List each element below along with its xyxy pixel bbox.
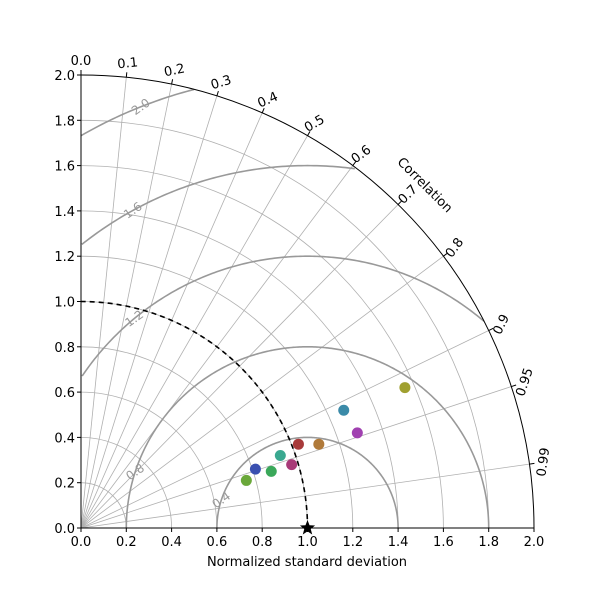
std-grid-arc [80, 391, 218, 529]
rms-contour-0.8 [125, 345, 490, 529]
data-point [292, 438, 304, 450]
x-tick-label: 1.8 [478, 535, 499, 550]
correlation-grid-line [80, 77, 127, 529]
data-point [249, 463, 261, 475]
rms-contour-2.0 [80, 88, 195, 137]
std-grid-arc [80, 210, 399, 529]
y-tick-label: 2.0 [54, 69, 75, 84]
data-point [313, 438, 325, 450]
correlation-tick-label: 0.0 [71, 54, 92, 69]
rms-contour-1.6 [81, 164, 355, 246]
data-point [338, 404, 350, 416]
std-grid-arc [80, 165, 444, 529]
rms-contour-0.4 [216, 436, 399, 529]
correlation-grid-line [80, 386, 512, 529]
correlation-tick-mark [216, 90, 219, 97]
correlation-tick-label: 0.2 [163, 62, 186, 81]
x-tick-label: 1.4 [388, 535, 409, 550]
correlation-tick-label: 0.6 [349, 143, 375, 167]
x-tick-label: 1.0 [297, 535, 318, 550]
correlation-tick-label: 0.5 [302, 112, 327, 135]
data-point [286, 459, 298, 471]
correlation-tick-label: 0.3 [209, 73, 233, 94]
y-tick-label: 0.2 [54, 477, 75, 492]
x-tick-label: 1.2 [342, 535, 363, 550]
y-tick-label: 0.4 [54, 431, 75, 446]
correlation-tick-label: 0.95 [513, 366, 536, 398]
correlation-tick-mark [397, 200, 402, 205]
data-point-layer [240, 382, 411, 535]
y-tick-label: 1.6 [54, 160, 75, 175]
correlation-tick-mark [171, 79, 174, 85]
correlation-tick-mark [125, 72, 128, 78]
y-tick-label: 0.0 [54, 522, 75, 537]
x-tick-label: 0.4 [161, 535, 182, 550]
correlation-grid-line [80, 463, 530, 529]
x-tick-label: 0.6 [207, 535, 228, 550]
x-tick-label: 0.2 [116, 535, 137, 550]
rms-contour-1.2 [81, 255, 485, 377]
rms-contour-label: 2.0 [129, 96, 153, 118]
correlation-grid-line [80, 95, 218, 529]
y-tick-label: 1.8 [54, 114, 75, 129]
std-grid-arc [80, 301, 308, 529]
y-tick-label: 1.4 [54, 205, 75, 220]
data-point [265, 465, 277, 477]
correlation-tick-mark [443, 252, 448, 257]
std-grid-arc [80, 346, 263, 529]
data-point [240, 474, 252, 486]
std-grid-arc [80, 119, 490, 529]
correlation-tick-mark [529, 462, 535, 465]
data-point [274, 450, 286, 462]
correlation-axis-label: Correlation [394, 155, 455, 216]
x-axis-label: Normalized standard deviation [207, 555, 407, 570]
axes-layer [80, 74, 535, 529]
data-point [351, 427, 363, 439]
tick-label-layer: 0.0 0.2 0.4 0.6 0.8 1.0 1.2 1.4 1.6 1.8 2.00.00.20… [54, 54, 553, 550]
std-grid-arc [80, 255, 354, 529]
rms-contour-label: 0.4 [209, 489, 233, 511]
std-grid-arc [80, 482, 127, 529]
outer-arc [80, 74, 535, 529]
correlation-tick-mark [511, 384, 517, 388]
correlation-tick-label: 0.8 [443, 235, 467, 261]
correlation-tick-label: 0.4 [256, 89, 281, 111]
reference-star-marker [299, 520, 316, 535]
correlation-tick-label: 0.1 [117, 55, 139, 72]
x-tick-label: 2.0 [524, 535, 545, 550]
x-tick-label: 1.6 [433, 535, 454, 550]
x-tick-label: 0.0 [71, 535, 92, 550]
correlation-tick-label: 0.9 [490, 312, 513, 337]
correlation-tick-mark [261, 108, 265, 114]
y-tick-label: 1.0 [54, 296, 75, 311]
y-tick-label: 0.8 [54, 341, 75, 356]
x-tick-label: 0.8 [252, 535, 273, 550]
correlation-tick-label: 0.99 [534, 447, 553, 478]
correlation-tick-mark [307, 131, 311, 136]
grid-layer [80, 77, 530, 529]
y-tick-label: 1.2 [54, 250, 75, 265]
correlation-tick-mark [488, 327, 494, 331]
correlation-tick-mark [352, 161, 357, 166]
rms-contour-layer: 0.40.81.21.62.0 [80, 88, 490, 529]
rms-contour-label: 1.6 [121, 199, 145, 221]
y-tick-label: 0.6 [54, 386, 75, 401]
data-point [399, 382, 411, 394]
